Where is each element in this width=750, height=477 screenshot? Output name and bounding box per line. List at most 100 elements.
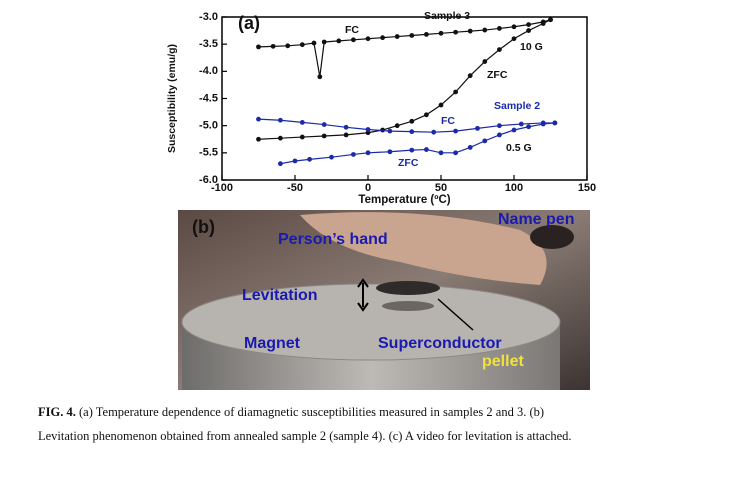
data-point bbox=[285, 43, 291, 49]
data-point bbox=[278, 161, 283, 167]
data-point bbox=[299, 134, 305, 140]
photo-label: Levitation bbox=[242, 287, 318, 304]
y-tick-label: -5.0 bbox=[199, 120, 218, 132]
data-point bbox=[511, 127, 517, 133]
data-point bbox=[526, 22, 531, 28]
data-point bbox=[278, 117, 283, 123]
data-point bbox=[299, 120, 305, 125]
x-tick-label: -50 bbox=[287, 182, 303, 194]
caption: FIG. 4. (a) Temperature dependence of di… bbox=[38, 405, 572, 443]
photo-label: Superconductor bbox=[378, 335, 502, 352]
data-point bbox=[365, 150, 371, 156]
photo-panel: (b) Name pen Person’s hand Levitation Ma… bbox=[178, 210, 590, 390]
pellet bbox=[376, 281, 440, 295]
data-point bbox=[511, 36, 517, 42]
data-point bbox=[343, 132, 349, 138]
data-point bbox=[526, 124, 531, 130]
y-tick-label: -4.5 bbox=[199, 92, 218, 104]
data-point bbox=[540, 121, 546, 127]
panel-label: (a) bbox=[238, 13, 260, 33]
caption-text: (a) Temperature dependence of diamagneti… bbox=[79, 405, 544, 419]
data-point bbox=[351, 152, 356, 157]
data-point bbox=[321, 133, 327, 139]
data-point bbox=[438, 30, 444, 36]
data-point bbox=[518, 121, 524, 127]
data-point bbox=[394, 123, 400, 129]
caption-line: Levitation phenomenon obtained from anne… bbox=[38, 429, 572, 443]
data-point bbox=[424, 112, 429, 118]
data-point bbox=[317, 74, 323, 80]
data-point bbox=[497, 47, 502, 52]
annotation: FC bbox=[441, 115, 455, 127]
arrow-heads bbox=[357, 278, 369, 312]
photo-label: Person’s hand bbox=[278, 231, 388, 248]
data-point bbox=[424, 31, 429, 37]
data-point bbox=[482, 59, 488, 64]
data-point bbox=[453, 150, 458, 156]
data-point bbox=[336, 38, 342, 44]
data-point bbox=[511, 24, 517, 30]
data-point bbox=[351, 37, 356, 43]
data-point bbox=[256, 116, 261, 122]
data-point bbox=[299, 42, 305, 48]
data-point bbox=[438, 150, 444, 156]
data-point bbox=[552, 120, 558, 126]
data-point bbox=[380, 35, 385, 41]
data-point bbox=[321, 39, 327, 45]
data-point bbox=[497, 26, 502, 31]
caption-line: FIG. 4. (a) Temperature dependence of di… bbox=[38, 405, 544, 419]
annotation: 0.5 G bbox=[506, 142, 532, 154]
magnet-top bbox=[181, 283, 561, 361]
data-point bbox=[467, 73, 473, 79]
data-point bbox=[497, 123, 502, 129]
data-point bbox=[292, 158, 298, 164]
data-point bbox=[278, 135, 283, 141]
pellet-shadow bbox=[382, 301, 434, 311]
data-point bbox=[453, 29, 458, 35]
y-axis-label: Susceptibility (emu/g) bbox=[166, 44, 178, 153]
photo-label: Magnet bbox=[244, 335, 301, 352]
series-line bbox=[280, 122, 555, 165]
y-tick-label: -5.5 bbox=[199, 147, 218, 159]
photo-label: pellet bbox=[482, 353, 524, 370]
data-point bbox=[329, 154, 334, 160]
data-point bbox=[540, 21, 546, 26]
data-point bbox=[482, 138, 488, 144]
data-point bbox=[256, 44, 261, 50]
photo-label: Name pen bbox=[498, 211, 574, 228]
annotation: ZFC bbox=[487, 69, 508, 81]
annotation: Sample 3 bbox=[424, 10, 470, 22]
annotation: 10 G bbox=[520, 41, 543, 53]
pointer-line bbox=[437, 298, 474, 331]
data-point bbox=[497, 132, 502, 138]
data-point bbox=[307, 156, 312, 162]
data-point bbox=[387, 128, 393, 134]
y-tick-label: -3.5 bbox=[199, 38, 218, 50]
y-tick-label: -3.0 bbox=[199, 11, 218, 23]
x-tick-label: -100 bbox=[211, 182, 233, 194]
hand bbox=[300, 212, 547, 285]
data-point bbox=[482, 27, 488, 33]
pen bbox=[530, 225, 574, 249]
data-point bbox=[343, 124, 349, 130]
data-point bbox=[409, 118, 415, 124]
x-tick-label: 50 bbox=[435, 182, 447, 194]
chart: -6.0 -5.5 -5.0 -4.5 -4.0 -3.5 -3.0 -100 -50 0 50 10… bbox=[166, 10, 596, 206]
data-point bbox=[438, 102, 444, 108]
data-point bbox=[475, 125, 480, 131]
data-point bbox=[387, 149, 393, 155]
x-tick-label: 0 bbox=[365, 182, 371, 194]
annotation: FC bbox=[345, 24, 359, 36]
data-point bbox=[424, 147, 429, 152]
data-point bbox=[409, 129, 415, 135]
data-point bbox=[311, 40, 317, 46]
data-point bbox=[453, 89, 458, 95]
data-point bbox=[467, 28, 473, 34]
y-tick-label: -6.0 bbox=[199, 174, 218, 186]
data-point bbox=[548, 17, 553, 23]
data-point bbox=[453, 128, 458, 134]
data-point bbox=[365, 127, 371, 132]
annotation: ZFC bbox=[398, 157, 419, 169]
data-point bbox=[365, 36, 371, 42]
